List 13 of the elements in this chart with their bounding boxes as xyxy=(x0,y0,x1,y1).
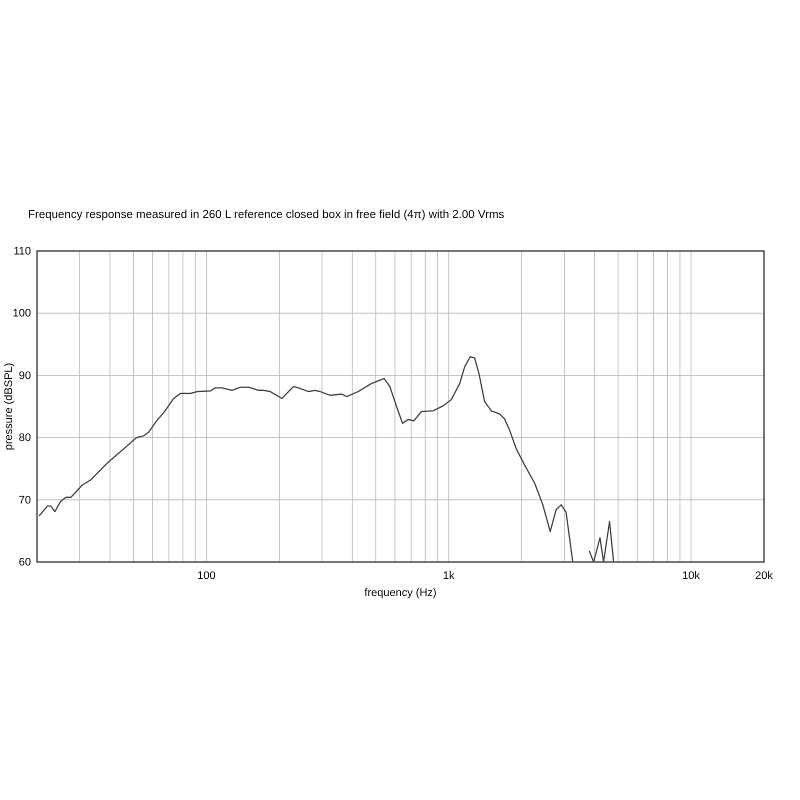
y-tick-label: 70 xyxy=(18,494,31,506)
y-axis-title: pressure (dBSPL) xyxy=(3,362,15,450)
x-tick-label: 10k xyxy=(682,570,700,582)
x-tick-label: 20k xyxy=(755,570,774,582)
y-tick-label: 110 xyxy=(13,246,31,258)
y-tick-label: 60 xyxy=(18,556,31,569)
y-tick-label: 100 xyxy=(12,308,31,320)
chart-title: Frequency response measured in 260 L reference closed box in free field (4π) with 2.00 Vrms xyxy=(28,209,505,221)
x-tick-label: 100 xyxy=(197,570,216,582)
x-tick-label: 1k xyxy=(442,570,456,582)
x-axis-title: frequency (Hz) xyxy=(364,587,437,599)
y-tick-label: 80 xyxy=(18,432,31,444)
y-tick-label: 90 xyxy=(18,370,31,382)
